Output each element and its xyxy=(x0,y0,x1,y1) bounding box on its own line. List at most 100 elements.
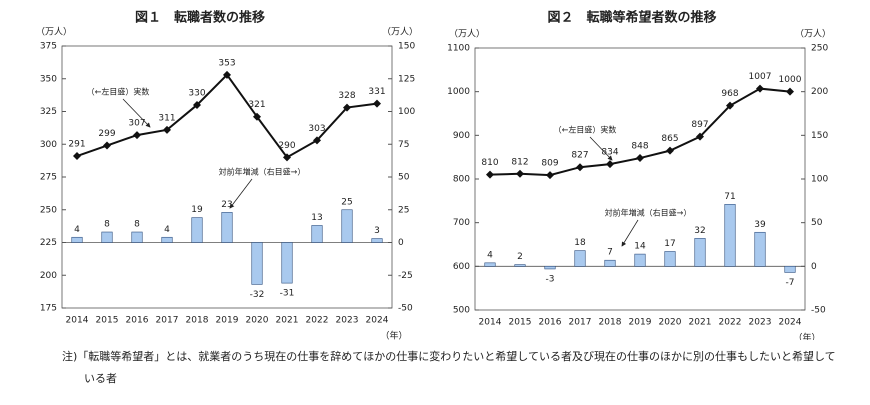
point-label: 827 xyxy=(571,151,588,161)
bar xyxy=(371,238,383,243)
point xyxy=(283,153,291,162)
bar-label: 3 xyxy=(374,226,380,236)
bar-label: 23 xyxy=(221,200,232,210)
x-tick-label: 2019 xyxy=(216,316,239,326)
x-tick-label: 2024 xyxy=(366,316,389,326)
point-label: 291 xyxy=(68,140,85,150)
y2-tick-label: 100 xyxy=(398,107,415,117)
y2-tick-label: 0 xyxy=(398,238,404,248)
point xyxy=(193,100,201,109)
bar-label: -7 xyxy=(786,278,795,288)
x-tick-label: 2021 xyxy=(689,318,712,328)
bar xyxy=(221,212,233,243)
y-tick-label: 800 xyxy=(453,175,470,185)
y2-tick-label: 150 xyxy=(398,42,415,52)
bar-label: 19 xyxy=(191,205,203,215)
bar-label: 2 xyxy=(517,252,523,262)
y2-unit: （万人） xyxy=(382,27,418,38)
x-tick-label: 2014 xyxy=(66,316,89,326)
x-tick-label: 2015 xyxy=(96,316,119,326)
point xyxy=(313,136,321,145)
annotation-arrow xyxy=(229,178,253,209)
charts: 図１ 転職者数の推移（万人） （万人）（年）1752002252502753003… xyxy=(36,10,831,341)
bar xyxy=(251,242,263,285)
x-tick-label: 2023 xyxy=(336,316,359,326)
point-label: 865 xyxy=(661,134,678,144)
bar xyxy=(724,204,736,267)
point xyxy=(133,131,141,140)
bar xyxy=(574,250,586,267)
point xyxy=(373,99,381,108)
point-label: 299 xyxy=(98,129,115,139)
y-tick-label: 200 xyxy=(40,271,57,281)
point-label: 812 xyxy=(511,157,528,167)
bar-label: -3 xyxy=(546,274,555,284)
y-tick-label: 500 xyxy=(453,306,470,316)
plot-frame xyxy=(61,45,393,309)
y-unit: （万人） xyxy=(449,29,485,40)
point xyxy=(756,84,764,93)
point xyxy=(636,154,644,163)
bar-label: 8 xyxy=(134,220,140,230)
series-annotation: （←左目盛）実数 xyxy=(87,87,150,97)
chart-title: 図２ 転職等希望者数の推移 xyxy=(547,10,716,26)
point-label: 968 xyxy=(721,89,738,99)
y-tick-label: 350 xyxy=(40,74,57,84)
point xyxy=(606,160,614,169)
bar-label: 4 xyxy=(487,250,493,260)
y2-tick-label: -50 xyxy=(398,304,413,314)
bar xyxy=(634,253,646,267)
point-label: 809 xyxy=(541,159,558,169)
x-tick-label: 2015 xyxy=(509,318,532,328)
bar-label: 13 xyxy=(311,213,322,223)
point-label: 897 xyxy=(691,120,708,130)
x-unit: （年） xyxy=(793,332,820,341)
annotation-arrow xyxy=(122,98,151,128)
point-label: 1007 xyxy=(749,72,772,82)
point xyxy=(73,152,81,161)
y2-tick-label: 50 xyxy=(811,218,823,228)
bar xyxy=(131,231,143,243)
y-unit: （万人） xyxy=(36,27,72,38)
note: 注)「転職等希望者」とは、就業者のうち現在の仕事を辞めてほかの仕事に変わりたいと… xyxy=(62,350,836,385)
bar-label: 14 xyxy=(634,242,646,252)
y2-tick-label: 125 xyxy=(398,74,415,84)
point-label: 810 xyxy=(481,158,498,168)
bar xyxy=(604,259,616,267)
series-annotation: 対前年増減（右目盛→） xyxy=(219,167,306,177)
bar xyxy=(784,266,796,273)
point xyxy=(486,170,494,179)
bar xyxy=(161,236,173,243)
bar xyxy=(101,231,113,243)
bar xyxy=(341,209,353,243)
x-tick-label: 2017 xyxy=(569,318,592,328)
point xyxy=(103,141,111,150)
annotation-arrow xyxy=(621,219,639,247)
bar xyxy=(694,238,706,267)
x-tick-label: 2016 xyxy=(126,316,149,326)
point-label: 1000 xyxy=(779,75,802,85)
bar-label: 8 xyxy=(104,220,110,230)
bar xyxy=(754,231,766,267)
bar-label: 4 xyxy=(164,225,170,235)
bar-label: 32 xyxy=(694,226,705,236)
annotation-arrow xyxy=(589,136,613,161)
point xyxy=(343,103,351,112)
y-tick-label: 900 xyxy=(453,131,470,141)
x-tick-label: 2022 xyxy=(306,316,329,326)
x-tick-label: 2023 xyxy=(749,318,772,328)
point-label: 303 xyxy=(308,124,325,134)
point-label: 848 xyxy=(631,142,648,152)
x-tick-label: 2022 xyxy=(719,318,742,328)
y-tick-label: 325 xyxy=(40,107,57,117)
point-label: 321 xyxy=(248,100,265,110)
line xyxy=(489,87,791,177)
bar-label: 7 xyxy=(607,248,613,258)
point xyxy=(786,87,794,96)
x-tick-label: 2017 xyxy=(156,316,179,326)
y-tick-label: 1100 xyxy=(447,44,470,54)
y2-tick-label: 75 xyxy=(398,140,409,150)
y-tick-label: 225 xyxy=(40,238,57,248)
y2-tick-label: 50 xyxy=(398,173,410,183)
series-annotation: （←左目盛）実数 xyxy=(554,125,617,135)
